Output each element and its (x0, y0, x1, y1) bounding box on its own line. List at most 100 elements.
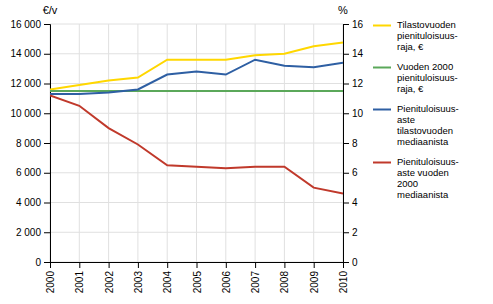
y2-axis: 0246810121416 (343, 19, 364, 268)
grid (50, 24, 343, 262)
tick: 14 (343, 48, 364, 59)
tick-label: 2009 (309, 271, 320, 294)
legend-label-line: Pienituloisuus- (397, 103, 459, 114)
legend-label-line: 2000 (397, 178, 418, 189)
tick-mark (343, 232, 349, 233)
tick-label: 4 000 (16, 197, 41, 208)
tick-label: 0 (35, 257, 41, 268)
tick-mark (255, 262, 256, 268)
tick-label: 2007 (250, 271, 261, 294)
legend: Tilastovuodenpienituloisuus-raja, €Vuode… (373, 19, 459, 200)
tick-label: 8 (352, 138, 358, 149)
tick-mark (109, 262, 110, 268)
legend-label-line: raja, € (397, 83, 424, 94)
tick-mark (44, 54, 50, 55)
tick: 2003 (133, 262, 144, 293)
tick-mark (343, 24, 349, 25)
tick-mark (44, 173, 50, 174)
tick-label: 12 (352, 78, 364, 89)
legend-label-line: Tilastovuoden (397, 19, 456, 30)
tick: 6 000 (16, 167, 50, 178)
tick-label: 8 000 (16, 138, 41, 149)
legend-label-line: mediaanista (397, 189, 449, 200)
legend-swatch (373, 25, 391, 27)
tick-mark (343, 113, 349, 114)
tick-mark (343, 143, 349, 144)
legend-swatch (373, 67, 391, 69)
tick-label: 2010 (338, 271, 349, 294)
legend-swatch (373, 162, 391, 164)
tick-mark (44, 143, 50, 144)
tick: 10 (343, 108, 364, 119)
y2-axis-label: % (338, 4, 348, 16)
tick-mark (343, 203, 349, 204)
tick-mark (44, 203, 50, 204)
tick-label: 2006 (221, 271, 232, 294)
legend-label-line: pienituloisuus- (397, 72, 458, 83)
tick-mark (44, 113, 50, 114)
grid-line-x (108, 24, 109, 262)
legend-label: Pienituloisuus-aste vuoden2000mediaanist… (397, 156, 459, 200)
tick-label: 6 000 (16, 167, 41, 178)
tick-mark (343, 54, 349, 55)
axis-line (51, 263, 344, 269)
tick: 2 000 (16, 227, 50, 238)
tick-mark (343, 262, 349, 263)
tick-mark (197, 262, 198, 268)
legend-label-line: Pienituloisuus- (397, 156, 459, 167)
legend-item: Vuoden 2000pienituloisuus-raja, € (373, 61, 458, 94)
tick-label: 10 (352, 108, 364, 119)
tick-label: 2003 (133, 271, 144, 294)
tick: 2005 (192, 262, 203, 293)
tick: 12 000 (10, 78, 50, 89)
tick: 16 (343, 19, 364, 30)
tick: 2002 (104, 262, 115, 293)
legend-item: Tilastovuodenpienituloisuus-raja, € (373, 19, 458, 52)
lines (50, 43, 343, 194)
y-axis: 0 2 000 4 000 6 000 8 000 10 000 12 000 14 000 1… (10, 19, 50, 268)
tick: 10 000 (10, 108, 50, 119)
axis-line (344, 25, 350, 263)
tick: 4 000 (16, 197, 50, 208)
tick-label: 12 000 (10, 78, 41, 89)
tick-label: 14 (352, 48, 364, 59)
legend-label-line: raja, € (397, 41, 424, 52)
tick-mark (44, 232, 50, 233)
tick-mark (167, 262, 168, 268)
x-axis: 2000200120022003200420052006200720082009… (45, 262, 349, 293)
tick-mark (284, 262, 285, 268)
legend-label: Pienituloisuus-astetilastovuodenmediaani… (397, 103, 459, 147)
legend-label-line: aste (397, 114, 415, 125)
legend-label: Vuoden 2000pienituloisuus-raja, € (397, 61, 458, 94)
tick: 2004 (162, 262, 173, 293)
tick-label: 2004 (162, 271, 173, 294)
legend-label: Tilastovuodenpienituloisuus-raja, € (397, 19, 458, 52)
tick: 2 (343, 227, 358, 238)
tick: 14 000 (10, 48, 50, 59)
tick-label: 2005 (192, 271, 203, 294)
grid-line-x (79, 24, 80, 262)
tick-label: 2 (352, 227, 358, 238)
tick: 16 000 (10, 19, 50, 30)
tick-label: 14 000 (10, 48, 41, 59)
legend-label-line: mediaanista (397, 136, 449, 147)
y-axis-label: €/v (43, 4, 58, 16)
tick-mark (79, 262, 80, 268)
tick-label: 2008 (279, 271, 290, 294)
tick: 2009 (309, 262, 320, 293)
tick: 12 (343, 78, 364, 89)
chart-container: 2000 2001 2002 2003 2004 2005 2006 2007 2008 2009… (0, 0, 493, 304)
tick-label: 10 000 (10, 108, 41, 119)
tick-label: 6 (352, 167, 358, 178)
chart-svg: 2000 2001 2002 2003 2004 2005 2006 2007 2008 2009… (0, 0, 493, 304)
tick: 2001 (74, 262, 85, 293)
tick-label: 2001 (74, 271, 85, 294)
tick-mark (343, 173, 349, 174)
legend-label-line: tilastovuoden (397, 125, 453, 136)
tick: 2010 (338, 262, 349, 293)
legend-label-line: aste vuoden (397, 167, 449, 178)
grid-line-x (313, 24, 314, 262)
legend-item: Pienituloisuus-aste vuoden2000mediaanist… (373, 156, 459, 200)
tick-mark (343, 84, 349, 85)
grid-line-x (284, 24, 285, 262)
